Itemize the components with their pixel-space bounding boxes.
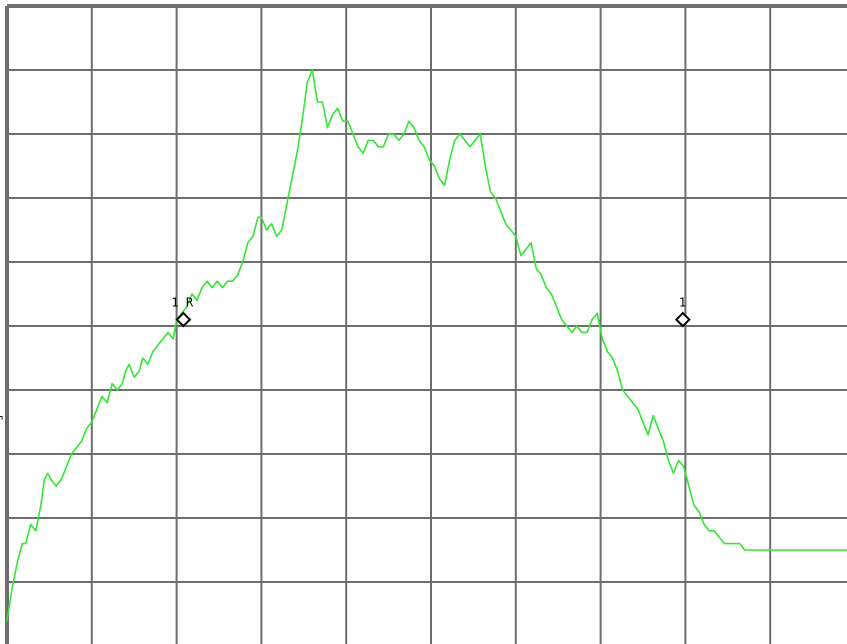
marker-layer: 1 R 1 bbox=[171, 296, 691, 328]
edge-text: F bbox=[0, 415, 3, 420]
trace-layer bbox=[6, 69, 847, 622]
marker-label-1: 1 bbox=[679, 296, 686, 310]
marker-label-0: 1 R bbox=[171, 296, 193, 310]
trace-series-0 bbox=[6, 69, 847, 622]
grid bbox=[5, 4, 847, 644]
edge-layer: F bbox=[0, 415, 3, 420]
marker-diamond-0[interactable] bbox=[175, 311, 192, 328]
marker-diamond-1[interactable] bbox=[674, 311, 691, 328]
